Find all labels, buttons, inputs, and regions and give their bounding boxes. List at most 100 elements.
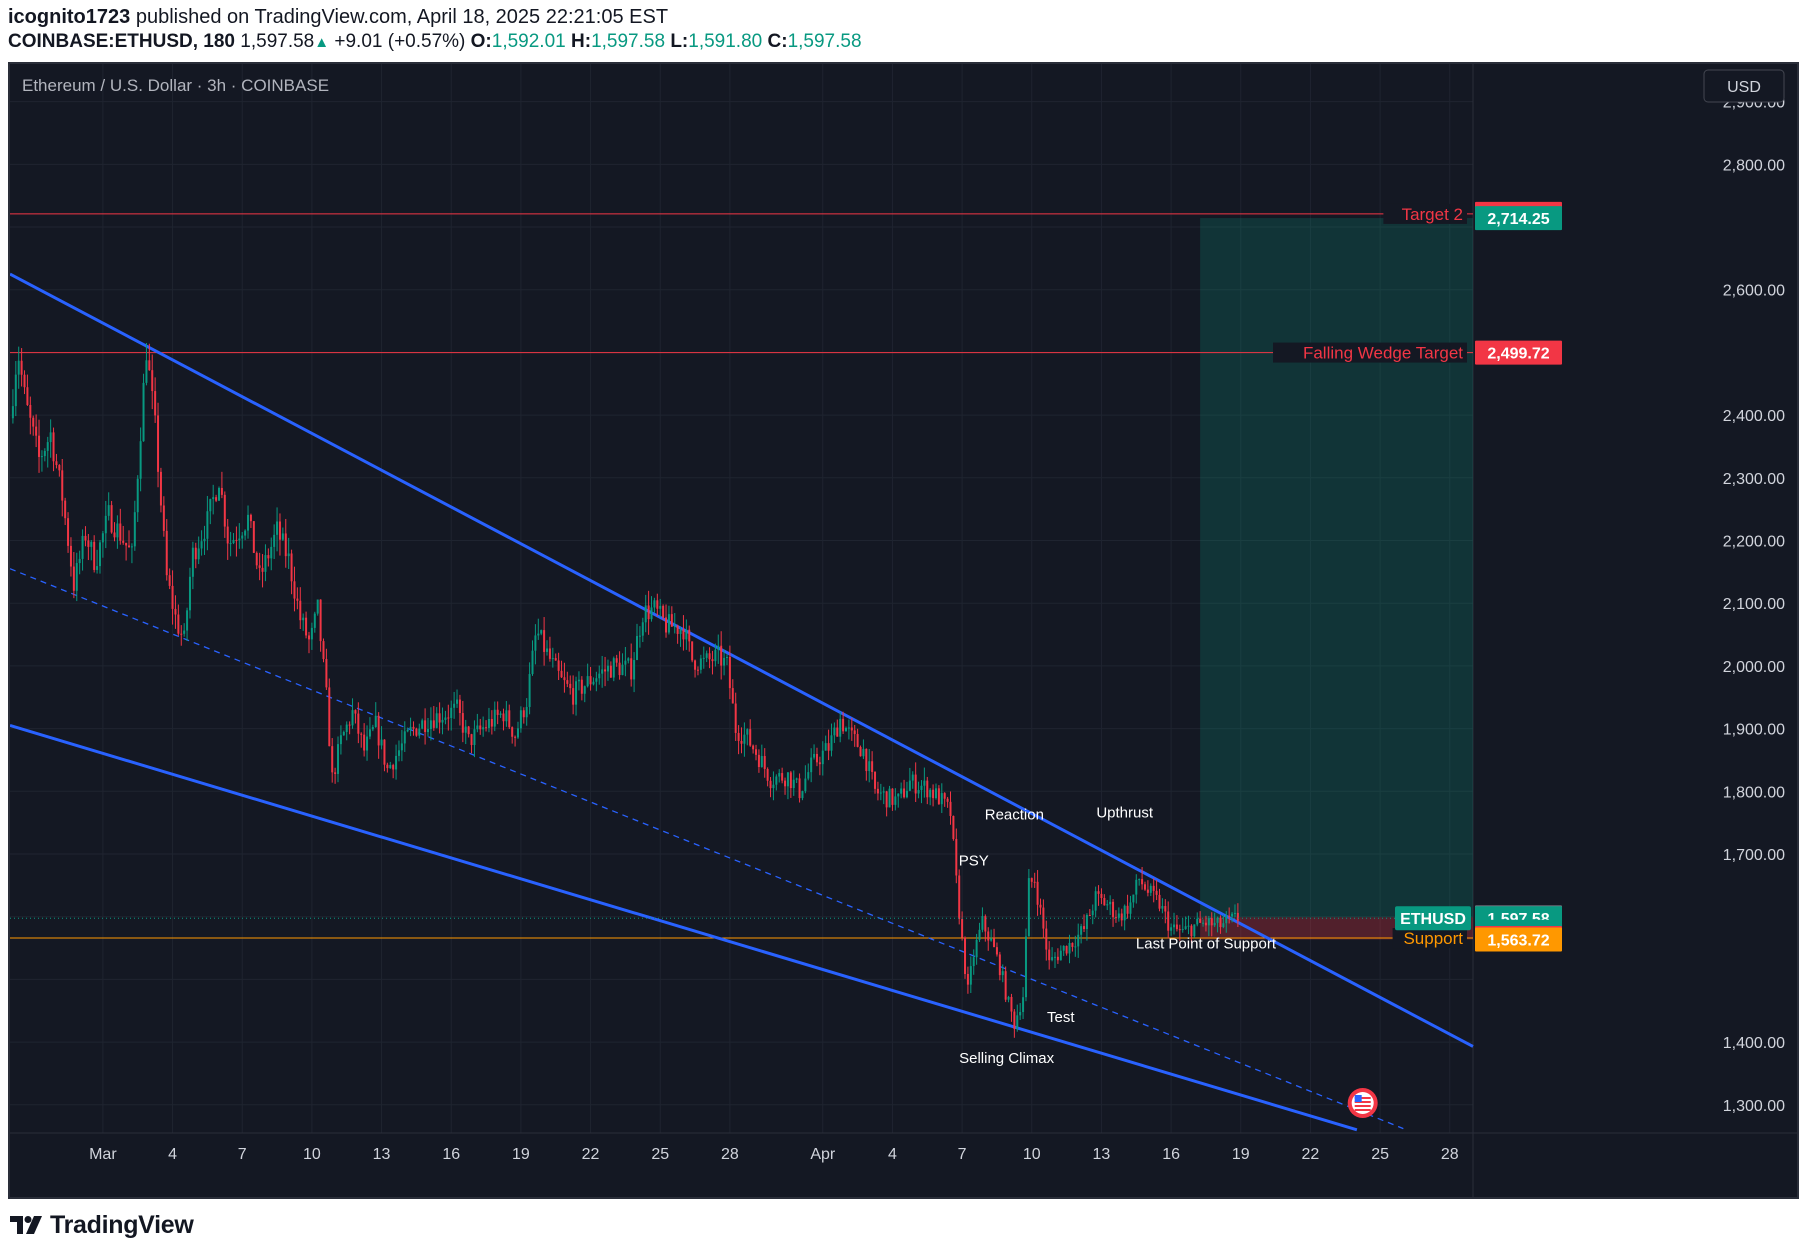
time-axis[interactable]: Mar 4 7 10 13 16 19 22 25 28 Apr 4 7 10 13 16 19 22 25 28 (89, 1146, 1459, 1163)
chart-title: Ethereum / U.S. Dollar · 3h · COINBASE (22, 76, 329, 95)
currency-label[interactable]: USD (1727, 79, 1761, 96)
candle-body (987, 931, 990, 941)
candle (978, 922, 981, 942)
candle (409, 717, 412, 737)
candle-body (1083, 926, 1086, 930)
candle-body (435, 713, 438, 728)
candle (200, 530, 203, 556)
candle-body (337, 744, 340, 774)
ticker-badge-bg (1395, 906, 1471, 931)
candle-body (914, 774, 917, 794)
candle-body (853, 730, 856, 735)
tradingview-brand: TradingView (50, 1210, 194, 1239)
candle-body (955, 839, 958, 876)
candle (421, 718, 424, 730)
candle (871, 751, 874, 780)
candle-body (609, 665, 612, 678)
candle-body (1062, 945, 1065, 951)
price-chart[interactable]: Falling Wedge Target Target 2 Support PSY R… (10, 64, 1797, 1197)
y-tick-label: 2,600.00 (1723, 283, 1785, 300)
candle (1219, 915, 1222, 934)
candle-body (662, 605, 665, 618)
candle-body (926, 780, 929, 798)
y-tick-label: 1,700.00 (1723, 847, 1785, 864)
candle-body (244, 530, 247, 536)
candle-body (165, 530, 168, 576)
candle-body (1129, 902, 1132, 914)
candle-body (737, 732, 740, 741)
symbol-interval: COINBASE:ETHUSD, 180 (8, 31, 235, 52)
candle-body (447, 717, 450, 719)
x-tick-label: 4 (168, 1146, 177, 1163)
candle (1080, 923, 1083, 944)
candle-body (949, 801, 952, 816)
candle (354, 709, 357, 724)
candle (334, 767, 337, 784)
candle-body (993, 938, 996, 948)
candle-body (551, 658, 554, 660)
candle (357, 702, 360, 744)
candle-body (148, 360, 151, 371)
candle (296, 587, 299, 610)
candle-body (656, 600, 659, 609)
candle (708, 647, 711, 669)
candle (1190, 924, 1193, 943)
candle (969, 956, 972, 994)
author-name[interactable]: icognito1723 (8, 6, 131, 28)
candle-body (238, 538, 241, 541)
candle-body (534, 635, 537, 651)
candle (662, 604, 665, 621)
candle (139, 427, 142, 492)
candle (676, 624, 679, 644)
candle (630, 643, 633, 687)
candle (818, 756, 821, 776)
candle (464, 719, 467, 745)
candle-body (856, 734, 859, 747)
candle-body (827, 743, 830, 751)
trendline-wedge-mid[interactable] (10, 568, 1404, 1130)
trendline-wedge-lower[interactable] (10, 724, 1358, 1132)
candle-body (1225, 915, 1228, 924)
candle-body (1097, 891, 1100, 894)
candle-body (427, 729, 429, 733)
candle (813, 744, 816, 760)
candle-body (548, 648, 551, 659)
us-flag-icon[interactable] (1347, 1088, 1378, 1118)
candle (554, 653, 557, 661)
candle (842, 711, 845, 734)
candle-body (932, 789, 935, 799)
candle-body (908, 780, 911, 791)
candle (990, 929, 993, 942)
candle (714, 643, 717, 667)
candle-body (328, 687, 331, 747)
candle (665, 604, 668, 638)
x-tick-label: Apr (810, 1146, 836, 1163)
candle-body (1146, 889, 1149, 893)
price-tag-text: 2,714.25 (1487, 211, 1549, 228)
candle (815, 747, 818, 767)
candle-body (647, 605, 650, 620)
candle (412, 721, 415, 736)
candle-body (833, 727, 836, 736)
candle-body (1164, 906, 1167, 912)
candle (1135, 874, 1138, 904)
candle (345, 721, 348, 741)
candle-body (218, 487, 220, 501)
currency-button-frame[interactable] (1703, 69, 1785, 103)
candle (1228, 907, 1231, 924)
x-tick-label: 4 (888, 1146, 897, 1163)
candle-body (299, 600, 302, 621)
hline-label-plate (1392, 928, 1467, 949)
currency-button[interactable]: USD (1703, 69, 1785, 103)
candle-body (1091, 910, 1094, 916)
candle-body (934, 788, 937, 799)
candle (856, 728, 859, 748)
price-axis[interactable]: 1,300.00 1,400.00 1,700.00 1,800.00 1,900.00… (1723, 95, 1785, 1115)
horizontal-lines[interactable]: Falling Wedge Target Target 2 Support (10, 203, 1473, 949)
candle-body (69, 545, 72, 567)
candle-body (839, 718, 842, 737)
candle (946, 796, 949, 808)
candle-body (64, 500, 67, 519)
candle-body (354, 710, 357, 714)
candle-body (212, 497, 215, 500)
